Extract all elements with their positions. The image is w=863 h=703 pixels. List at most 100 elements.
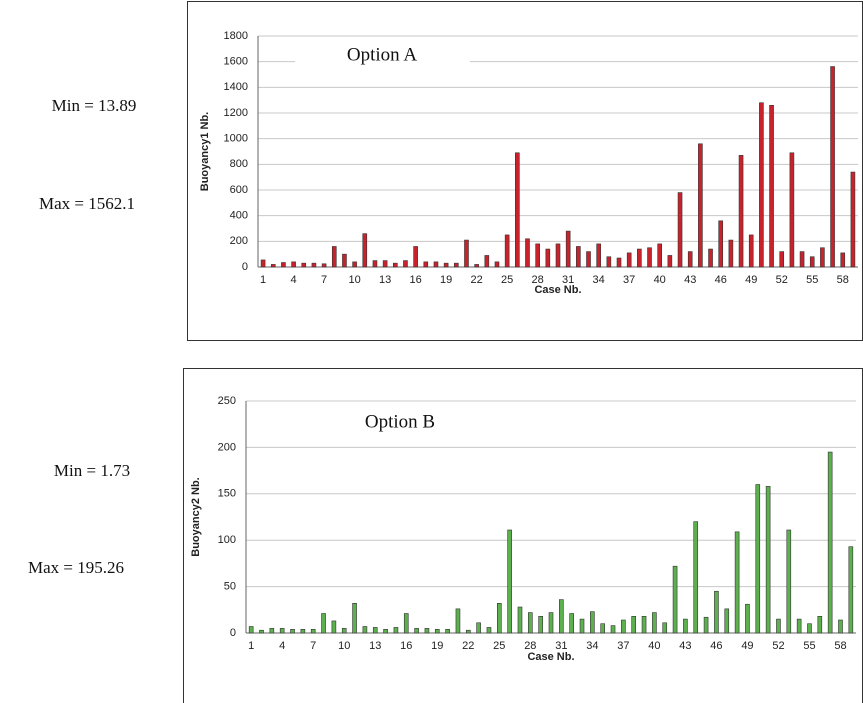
- bar: [745, 603, 750, 634]
- x-tick-label: 28: [524, 640, 536, 652]
- x-tick-label: 34: [593, 274, 605, 286]
- bar: [641, 615, 647, 634]
- y-tick-label: 0: [230, 627, 236, 639]
- y-tick-label: 50: [224, 581, 236, 593]
- bar: [362, 626, 368, 634]
- x-tick-label: 31: [562, 274, 574, 286]
- bar: [372, 627, 378, 634]
- y-tick-label: 0: [242, 261, 248, 273]
- x-tick-label: 19: [431, 640, 443, 652]
- x-tick-label: 34: [586, 640, 598, 652]
- bar: [403, 260, 408, 268]
- bar: [738, 155, 744, 268]
- x-axis-title: Case Nb.: [534, 284, 581, 296]
- x-tick-label: 40: [654, 274, 666, 286]
- bar: [586, 251, 591, 268]
- bar: [259, 629, 264, 634]
- bar: [807, 623, 812, 634]
- bar: [576, 246, 581, 268]
- x-axis-title: Case Nb.: [527, 651, 574, 663]
- x-tick-label: 37: [617, 640, 629, 652]
- bar: [331, 246, 337, 268]
- bar: [414, 628, 419, 634]
- bar: [464, 239, 469, 268]
- y-axis-title: Buoyancy2 Nb.: [190, 477, 202, 556]
- bar: [269, 628, 275, 634]
- bar: [291, 261, 296, 268]
- bar: [693, 521, 699, 634]
- bar: [403, 613, 409, 634]
- bar: [565, 230, 571, 268]
- x-tick-label: 22: [462, 640, 474, 652]
- bar: [362, 233, 368, 268]
- max-annotation: Max = 195.26: [28, 558, 124, 577]
- bar: [579, 618, 585, 634]
- bar: [443, 262, 449, 268]
- x-tick-label: 22: [471, 274, 483, 286]
- bar: [290, 628, 295, 634]
- bar: [538, 615, 543, 634]
- bar: [311, 262, 317, 268]
- bar: [454, 262, 459, 268]
- bar: [596, 243, 601, 268]
- bar: [413, 246, 418, 268]
- bar: [545, 248, 551, 268]
- bar: [776, 618, 781, 634]
- bar: [714, 590, 719, 634]
- bar: [789, 152, 795, 268]
- bar: [474, 264, 479, 268]
- bar: [677, 192, 683, 268]
- bar: [724, 608, 730, 634]
- bar: [830, 66, 835, 268]
- y-tick-label: 400: [230, 210, 248, 222]
- bar: [393, 627, 399, 634]
- x-tick-label: 58: [834, 640, 846, 652]
- bar: [352, 603, 357, 634]
- bar: [848, 546, 854, 634]
- bar: [755, 484, 761, 634]
- x-tick-label: 13: [379, 274, 391, 286]
- bar: [423, 261, 429, 268]
- bar: [718, 220, 724, 268]
- bar: [809, 256, 815, 268]
- chart: 0 50 100 150 200 250 1 4 7 10 13 16 19 22 25 28 31 34 37 40…: [28, 368, 863, 703]
- bar: [300, 628, 306, 634]
- x-tick-label: 43: [679, 640, 691, 652]
- bar: [734, 531, 740, 634]
- bar: [647, 247, 652, 268]
- x-tick-label: 55: [806, 274, 818, 286]
- bar: [779, 251, 785, 268]
- bar: [383, 628, 388, 634]
- bar: [281, 262, 286, 268]
- bar: [626, 252, 632, 268]
- bar: [799, 251, 805, 268]
- bar: [590, 611, 595, 634]
- y-tick-label: 1000: [224, 133, 248, 145]
- y-tick-label: 600: [230, 184, 248, 196]
- y-tick-label: 150: [218, 488, 236, 500]
- bar: [672, 565, 678, 634]
- x-tick-label: 25: [501, 274, 513, 286]
- bar: [850, 171, 856, 268]
- bar: [827, 451, 833, 634]
- title-background: [300, 405, 480, 439]
- x-tick-label: 46: [710, 640, 722, 652]
- bar: [465, 629, 471, 634]
- min-annotation: Min = 1.73: [54, 461, 130, 480]
- bar: [434, 628, 440, 634]
- y-tick-label: 1200: [224, 107, 248, 119]
- x-tick-label: 46: [715, 274, 727, 286]
- bar: [248, 626, 254, 634]
- y-tick-label: 1600: [224, 56, 248, 68]
- x-tick-label: 10: [348, 274, 360, 286]
- bar: [445, 628, 450, 634]
- x-tick-label: 58: [837, 274, 849, 286]
- bar: [769, 105, 774, 268]
- y-tick-label: 1800: [224, 30, 248, 42]
- chart: 0 200 400 600 800 1000 1200 1400 1600 1800 1 4 7 10 13…: [39, 1, 863, 341]
- x-tick-label: 40: [648, 640, 660, 652]
- bar: [600, 623, 605, 634]
- bar: [331, 620, 337, 634]
- bar: [424, 628, 430, 634]
- bar: [667, 255, 673, 268]
